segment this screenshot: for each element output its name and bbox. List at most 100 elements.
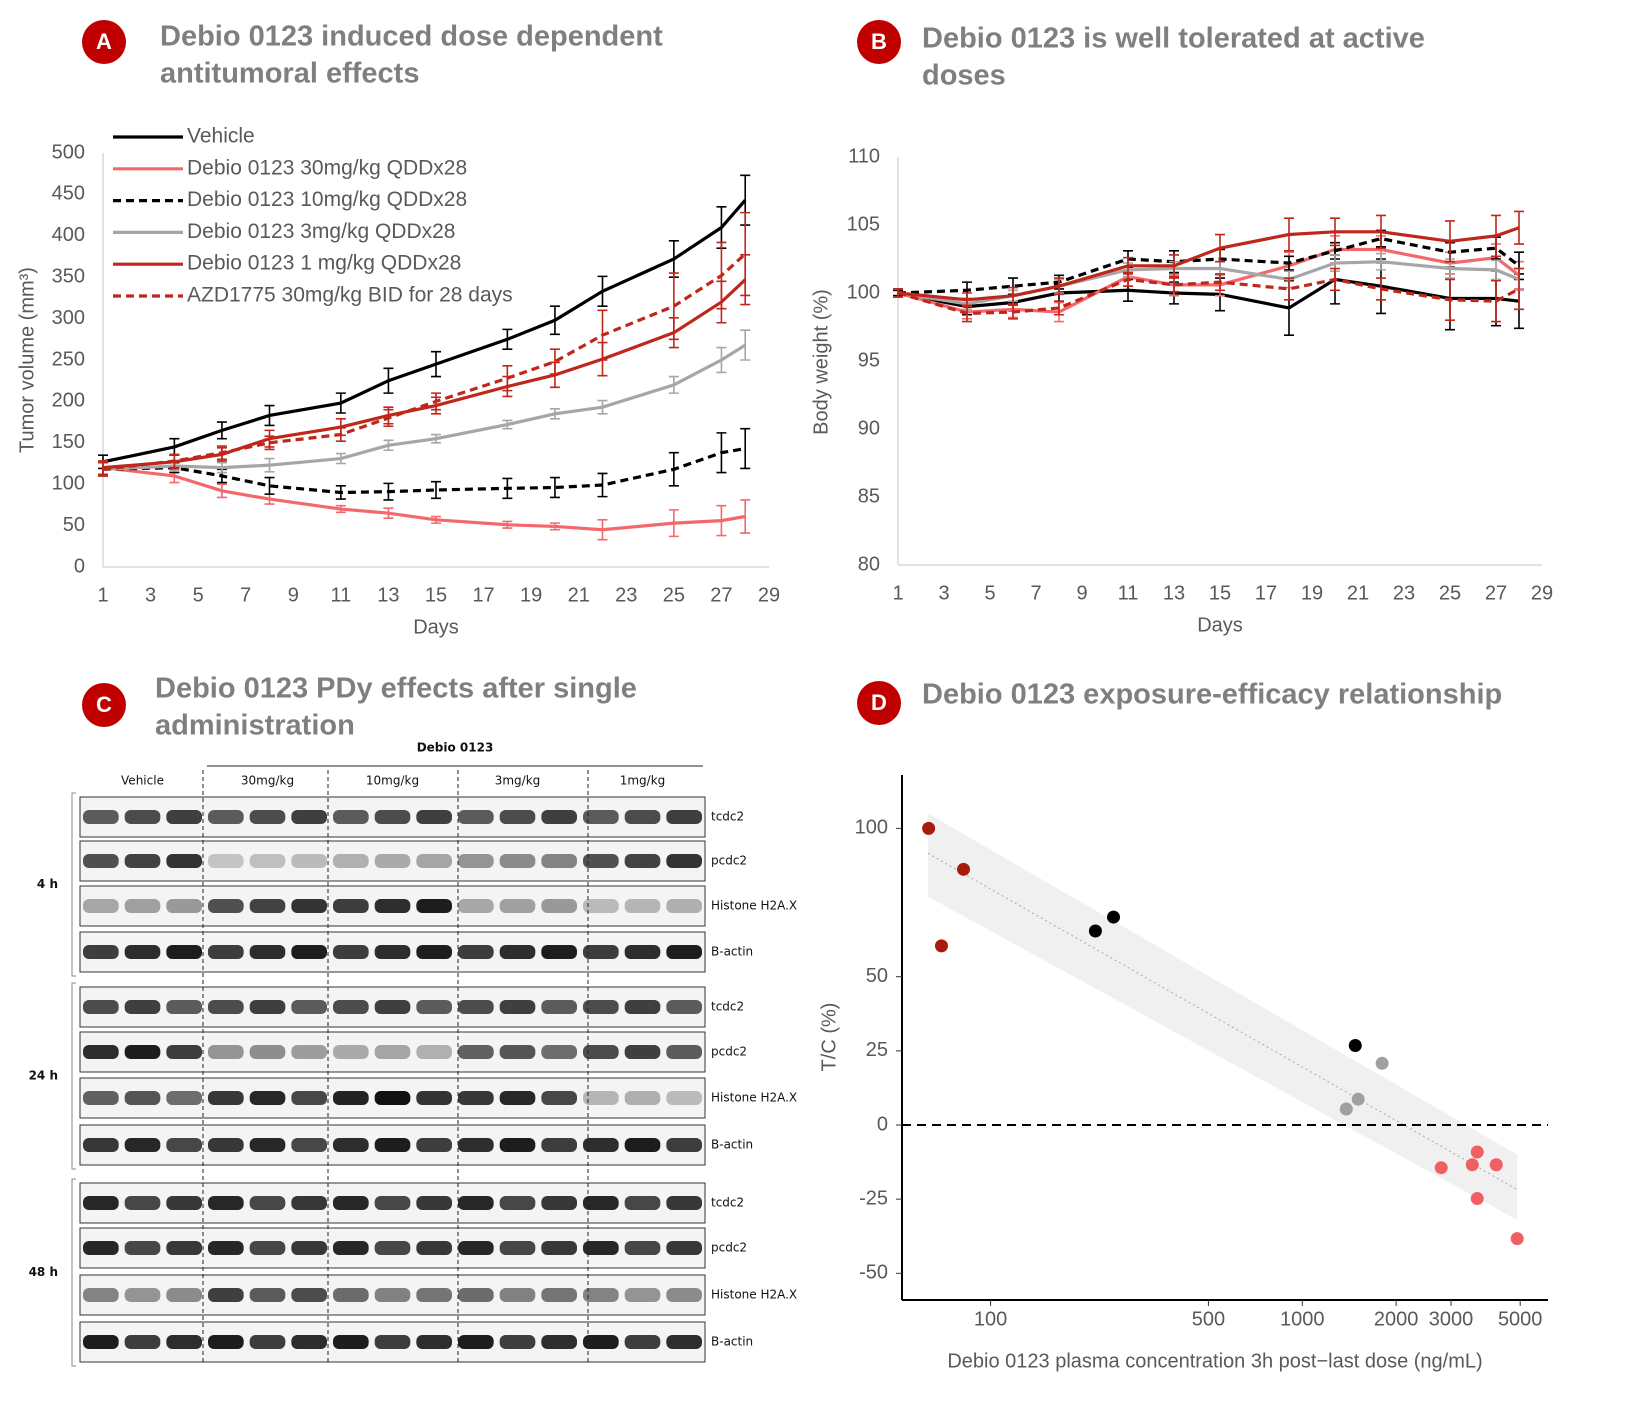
x-tick-label: 23 — [1393, 582, 1415, 604]
blot-band — [458, 1091, 494, 1105]
blot-band — [416, 1000, 452, 1014]
point — [1089, 925, 1102, 938]
point — [1349, 1039, 1362, 1052]
blot-band — [291, 1138, 327, 1152]
error-bar — [740, 429, 750, 469]
row-label: Histone H2A.X — [711, 1288, 797, 1302]
blot-band — [625, 1288, 661, 1302]
blot-band — [166, 810, 202, 824]
blot-band — [166, 1196, 202, 1210]
blot-band — [458, 1241, 494, 1255]
row-label: B-actin — [711, 945, 753, 959]
blot-band — [375, 1196, 411, 1210]
blot-band — [416, 810, 452, 824]
blot-band — [625, 945, 661, 959]
x-tick-label: 15 — [425, 584, 447, 606]
point — [1340, 1102, 1353, 1115]
time-bracket — [72, 1179, 76, 1366]
blot-band — [125, 1091, 161, 1105]
blot-band — [625, 854, 661, 868]
legend-label: Debio 0123 30mg/kg QDDx28 — [187, 156, 467, 179]
blot-band — [125, 854, 161, 868]
blot-band — [125, 1335, 161, 1349]
blot-band — [333, 1045, 369, 1059]
x-tick-label: 1 — [892, 582, 903, 604]
x-tick-label: 5 — [984, 582, 995, 604]
x-tick-label: 21 — [568, 584, 590, 606]
blot-band — [250, 1091, 286, 1105]
blot-band — [500, 1000, 536, 1014]
blot-band — [666, 1045, 702, 1059]
row-label: B-actin — [711, 1335, 753, 1349]
blot-band — [291, 1045, 327, 1059]
panel-title: Debio 0123 PDy effects after single — [155, 673, 637, 705]
blot-band — [625, 1241, 661, 1255]
blot-header: Debio 0123 — [417, 741, 494, 755]
blot-band — [333, 1288, 369, 1302]
blot-band — [375, 810, 411, 824]
point — [1490, 1158, 1503, 1171]
x-tick-label: 13 — [377, 584, 399, 606]
x-tick-label: 5000 — [1498, 1308, 1543, 1330]
y-tick-label: 450 — [52, 183, 85, 205]
blot-band — [291, 854, 327, 868]
blot-band — [125, 899, 161, 913]
blot-band — [375, 1091, 411, 1105]
row-label: tcdc2 — [711, 1196, 744, 1210]
blot-band — [250, 854, 286, 868]
blot-band — [250, 1138, 286, 1152]
x-tick-label: 17 — [472, 584, 494, 606]
blot-band — [291, 1000, 327, 1014]
row-label: tcdc2 — [711, 1000, 744, 1014]
y-tick-label: 300 — [52, 307, 85, 329]
blot-band — [291, 1288, 327, 1302]
blot-band — [375, 1335, 411, 1349]
y-tick-label: 350 — [52, 265, 85, 287]
point — [1471, 1145, 1484, 1158]
blot-band — [125, 1045, 161, 1059]
blot-band — [125, 1241, 161, 1255]
blot-band — [166, 1138, 202, 1152]
blot-band — [666, 899, 702, 913]
panel-title: antitumoral effects — [160, 58, 419, 90]
blot-band — [250, 945, 286, 959]
blot-band — [625, 1196, 661, 1210]
blot-band — [541, 1091, 577, 1105]
legend-label: Vehicle — [187, 125, 255, 148]
y-tick-label: 0 — [877, 1113, 888, 1135]
blot-band — [500, 899, 536, 913]
blot-band — [250, 899, 286, 913]
blot-band — [166, 1045, 202, 1059]
timepoint-label: 48 h — [29, 1265, 58, 1279]
blot-band — [458, 1196, 494, 1210]
panel-title: Debio 0123 induced dose dependent — [160, 21, 663, 53]
x-tick-label: 29 — [1531, 582, 1553, 604]
blot-band — [291, 1241, 327, 1255]
point — [1376, 1057, 1389, 1070]
blot-band — [625, 899, 661, 913]
group-label: 1mg/kg — [620, 774, 666, 788]
error-bar — [1491, 281, 1501, 322]
blot-band — [500, 854, 536, 868]
x-tick-label: 19 — [520, 584, 542, 606]
blot-band — [291, 1091, 327, 1105]
blot-band — [208, 1288, 244, 1302]
blot-band — [125, 945, 161, 959]
blot-band — [83, 1288, 119, 1302]
x-tick-label: 17 — [1255, 582, 1277, 604]
x-tick-label: 7 — [240, 584, 251, 606]
row-label: Histone H2A.X — [711, 1091, 797, 1105]
blot-band — [208, 1196, 244, 1210]
y-tick-label: 90 — [858, 417, 880, 439]
blot-band — [333, 810, 369, 824]
blot-band — [166, 1288, 202, 1302]
legend-label: Debio 0123 10mg/kg QDDx28 — [187, 188, 467, 211]
y-tick-label: 100 — [855, 817, 888, 839]
blot-band — [208, 854, 244, 868]
blot-band — [375, 854, 411, 868]
x-tick-label: 15 — [1209, 582, 1231, 604]
y-tick-label: 25 — [866, 1039, 888, 1061]
blot-band — [166, 899, 202, 913]
point — [1352, 1093, 1365, 1106]
x-tick-label: 9 — [1076, 582, 1087, 604]
